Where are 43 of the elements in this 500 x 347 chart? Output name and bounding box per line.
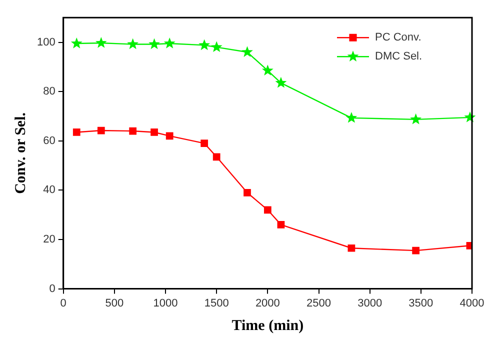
x-tick-label: 3500 [408,297,434,310]
y-tick-label: 40 [43,184,56,196]
point [150,128,158,136]
y-tick-label: 0 [49,282,56,295]
point [275,76,287,88]
point [129,127,137,135]
x-tick-label: 2000 [255,297,280,310]
y-tick-label: 20 [43,234,56,246]
point [198,39,210,50]
point [262,64,274,76]
point [244,188,251,196]
point [412,246,420,254]
y-axis-title: Conv. or Sel. [12,112,29,194]
point [200,140,208,148]
x-tick-label: 500 [105,297,124,310]
y-tick-label: 80 [43,86,56,98]
point [72,128,80,136]
y-tick-label: 100 [36,36,56,48]
point [210,41,222,52]
point [264,206,272,214]
x-tick-label: 0 [60,297,66,310]
x-tick-label: 1000 [153,297,178,310]
legend-label: PC Conv. [375,32,422,44]
x-axis-title: Time (min) [232,318,304,334]
x-tick-label: 1500 [204,297,229,310]
point [348,244,356,252]
point [164,37,176,48]
x-tick-label: 3000 [358,297,382,310]
x-tick-label: 2500 [306,297,331,310]
point [166,132,174,140]
point [97,126,105,134]
point [95,36,107,48]
point [277,221,285,228]
x-tick-label: 4000 [460,297,484,310]
point [70,37,82,48]
point [346,112,358,123]
point [410,113,422,124]
point [148,38,160,50]
point [242,46,253,57]
point [212,153,220,161]
y-tick-label: 60 [43,134,56,147]
legend-label: DMC Sel. [375,50,422,63]
point [127,38,139,50]
